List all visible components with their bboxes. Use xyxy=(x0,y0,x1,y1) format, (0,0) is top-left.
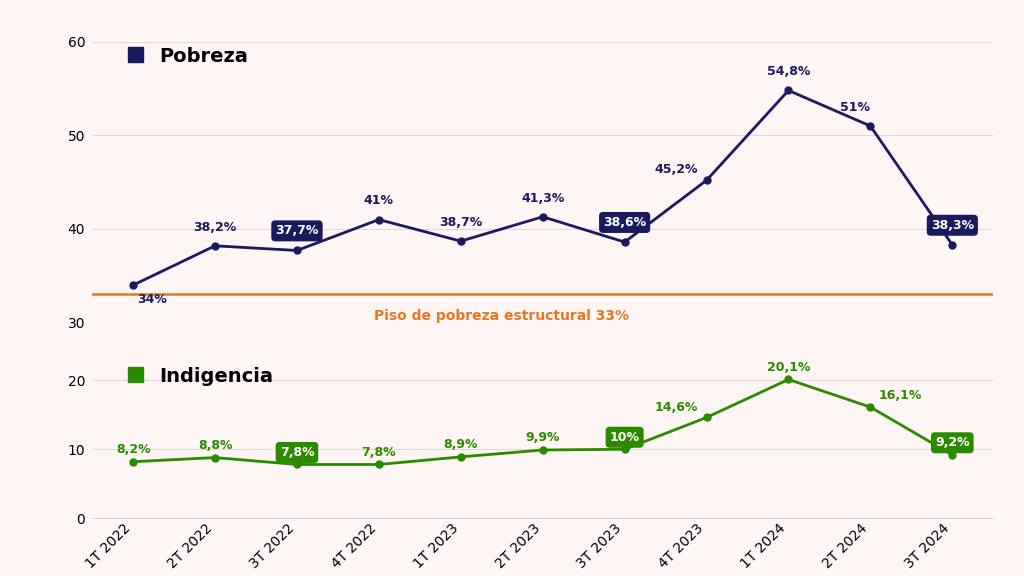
Text: 45,2%: 45,2% xyxy=(655,162,698,176)
Text: 8,2%: 8,2% xyxy=(116,443,151,456)
Text: 7,8%: 7,8% xyxy=(280,446,314,459)
Text: 41%: 41% xyxy=(364,195,394,207)
Text: 54,8%: 54,8% xyxy=(767,65,810,78)
Text: 41,3%: 41,3% xyxy=(521,192,564,204)
Text: 38,7%: 38,7% xyxy=(439,216,482,229)
Text: 10%: 10% xyxy=(609,431,640,444)
Text: 51%: 51% xyxy=(841,101,870,114)
Text: 20,1%: 20,1% xyxy=(767,361,810,374)
Legend: Pobreza: Pobreza xyxy=(120,39,255,73)
Text: 14,6%: 14,6% xyxy=(655,401,698,414)
Text: 7,8%: 7,8% xyxy=(361,446,396,459)
Text: 9,2%: 9,2% xyxy=(935,436,970,449)
Text: 37,7%: 37,7% xyxy=(275,225,318,237)
Legend: Indigencia: Indigencia xyxy=(120,359,281,393)
Text: 8,9%: 8,9% xyxy=(443,438,478,452)
Text: 34%: 34% xyxy=(137,293,167,306)
Text: Piso de pobreza estructural 33%: Piso de pobreza estructural 33% xyxy=(374,309,630,324)
Text: 16,1%: 16,1% xyxy=(879,389,922,401)
Text: 8,8%: 8,8% xyxy=(198,439,232,452)
Text: 9,9%: 9,9% xyxy=(525,431,560,445)
Text: 38,6%: 38,6% xyxy=(603,216,646,229)
Text: 38,3%: 38,3% xyxy=(931,219,974,232)
Text: 38,2%: 38,2% xyxy=(194,221,237,234)
